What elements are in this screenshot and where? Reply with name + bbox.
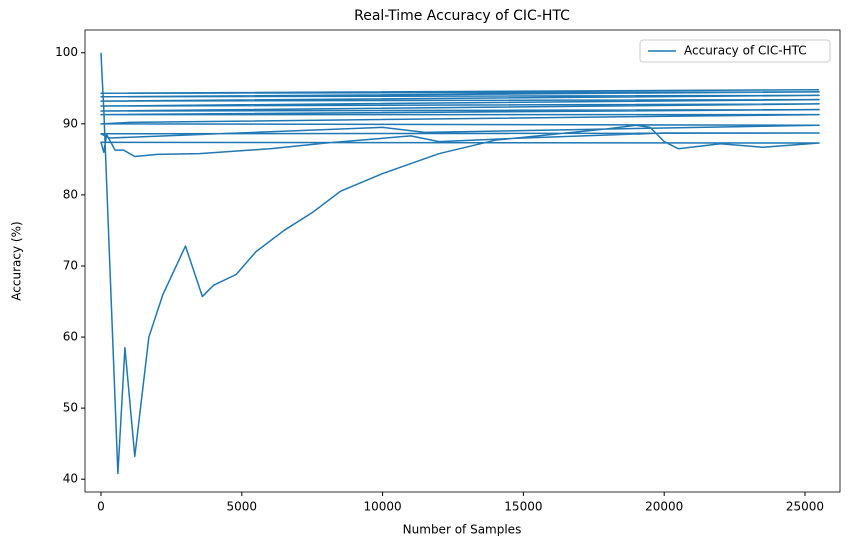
y-tick-label: 80 xyxy=(63,187,78,201)
x-tick-label: 0 xyxy=(97,500,105,514)
legend-box xyxy=(639,39,831,63)
x-tick-label: 20000 xyxy=(645,500,683,514)
chart-title: Real-Time Accuracy of CIC-HTC xyxy=(354,8,570,24)
legend-label: Accuracy of CIC-HTC xyxy=(684,44,807,58)
x-axis-label: Number of Samples xyxy=(403,523,522,537)
x-tick-label: 5000 xyxy=(227,500,258,514)
x-tick-label: 10000 xyxy=(364,500,402,514)
y-tick-label: 90 xyxy=(63,116,78,130)
y-tick-label: 100 xyxy=(55,45,78,59)
plot-frame xyxy=(84,29,841,493)
x-tick-label: 25000 xyxy=(786,500,824,514)
y-tick-label: 50 xyxy=(63,401,78,415)
x-tick-label: 15000 xyxy=(504,500,542,514)
data-line xyxy=(100,52,820,475)
y-tick-label: 70 xyxy=(63,258,78,272)
y-tick-label: 60 xyxy=(63,330,78,344)
y-axis-label: Accuracy (%) xyxy=(10,221,24,300)
y-tick-label: 40 xyxy=(63,472,78,486)
